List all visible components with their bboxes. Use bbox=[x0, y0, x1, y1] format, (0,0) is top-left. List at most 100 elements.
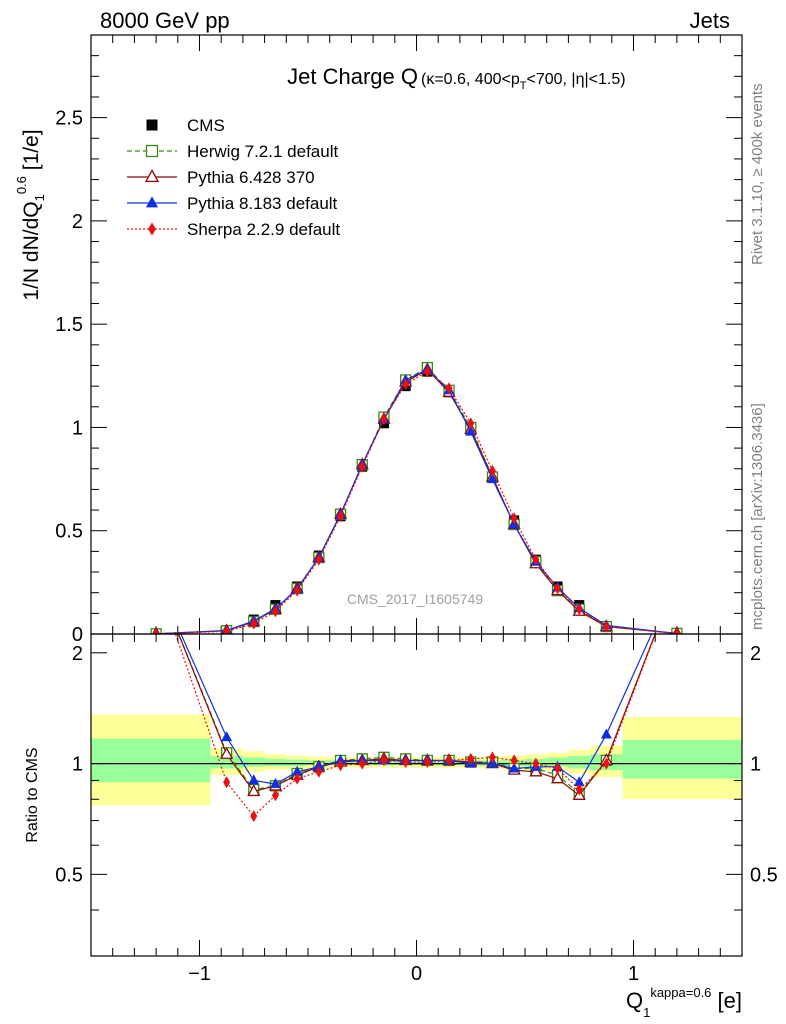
ylabel-main-text: 1/N dN/dQ bbox=[20, 201, 43, 300]
legend-label: Pythia 6.428 370 bbox=[187, 168, 315, 187]
data-point bbox=[673, 627, 681, 634]
legend-entry: Sherpa 2.2.9 default bbox=[127, 220, 340, 239]
ratio-point bbox=[269, 778, 281, 789]
analysis-watermark: CMS_2017_I1605749 bbox=[347, 591, 483, 607]
ratio-line bbox=[180, 634, 653, 785]
ratio-point bbox=[575, 783, 583, 796]
ratio-plot-panel: 0.5 0.51 12 2 −1 0 1 Ratio to CMS Q1kappa=0.6… bbox=[24, 633, 778, 1020]
y-tick-label: 0.5 bbox=[55, 521, 83, 543]
x-axis-label: Q1kappa=0.6 [e] bbox=[626, 985, 742, 1020]
ratio-point bbox=[293, 772, 301, 785]
x-tick-label: −1 bbox=[188, 963, 211, 985]
x-tick-label: 0 bbox=[411, 963, 422, 985]
ratio-line bbox=[174, 634, 657, 817]
energy-label: 8000 GeV pp bbox=[100, 8, 230, 33]
data-point bbox=[380, 413, 388, 426]
ratio-y-tick-label: 0.5 bbox=[55, 864, 83, 886]
data-point bbox=[315, 553, 323, 566]
data-point bbox=[554, 582, 562, 595]
legend-entry: CMS bbox=[146, 116, 225, 135]
ratio-point bbox=[402, 756, 410, 769]
ratio-point bbox=[510, 754, 518, 767]
ratio-point bbox=[221, 731, 233, 742]
ratio-y-tick-label-right: 1 bbox=[750, 754, 761, 776]
data-point bbox=[250, 617, 258, 630]
ratio-axis-ticks bbox=[90, 634, 743, 956]
data-point bbox=[337, 510, 345, 523]
mcplots-label: mcplots.cern.ch [arXiv:1306.3436] bbox=[749, 403, 766, 630]
title-cond-sub: T bbox=[520, 80, 527, 92]
main-plot-panel: 0 0.5 1 1.5 2 2.5 Jet Charge Q (κ=0.6, 400<pT… bbox=[14, 34, 743, 646]
plot-title: Jet Charge Q bbox=[287, 64, 418, 89]
title-cond-tail: <700, |η|<1.5) bbox=[526, 71, 625, 88]
x-tick-label: 1 bbox=[628, 963, 639, 985]
ratio-point bbox=[271, 789, 279, 802]
inner-band bbox=[242, 757, 265, 767]
data-point bbox=[602, 620, 610, 633]
ratio-point bbox=[250, 810, 258, 823]
data-point bbox=[510, 512, 518, 525]
ratio-point bbox=[291, 765, 303, 776]
data-point bbox=[271, 605, 279, 618]
ratio-point bbox=[467, 752, 475, 765]
ratio-point bbox=[602, 757, 610, 770]
ylabel-sup: 0.6 bbox=[14, 176, 29, 194]
legend-label: CMS bbox=[187, 116, 225, 135]
ratio-y-tick-label: 1 bbox=[72, 754, 83, 776]
ylabel-sub: 1 bbox=[32, 194, 47, 201]
series-4 bbox=[152, 365, 681, 634]
ratio-point bbox=[315, 765, 323, 778]
xlabel-sup: kappa=0.6 bbox=[650, 985, 711, 1000]
ratio-point bbox=[337, 759, 345, 772]
ratio-point bbox=[220, 746, 234, 759]
ratio-point bbox=[380, 754, 388, 767]
ratio-point bbox=[508, 762, 520, 773]
y-tick-label: 1 bbox=[72, 417, 83, 439]
ratio-point bbox=[445, 754, 453, 767]
legend-marker bbox=[144, 169, 160, 183]
data-point bbox=[465, 425, 477, 436]
legend-entry: Herwig 7.2.1 default bbox=[127, 142, 338, 161]
legend: CMS Herwig 7.2.1 default Pythia 6.428 370 P… bbox=[127, 116, 340, 239]
inner-band bbox=[264, 758, 287, 767]
ratio-point bbox=[554, 762, 562, 775]
legend-label: Sherpa 2.2.9 default bbox=[187, 220, 340, 239]
ratio-point bbox=[532, 757, 540, 770]
inner-band bbox=[622, 739, 742, 779]
data-point bbox=[402, 378, 410, 391]
xlabel-main: Q bbox=[626, 988, 643, 1013]
ratio-point bbox=[600, 728, 612, 739]
data-point bbox=[486, 473, 498, 484]
ratio-series-3 bbox=[174, 634, 657, 823]
legend-marker bbox=[145, 144, 159, 158]
y-tick-label: 0 bbox=[72, 624, 83, 646]
main-y-axis-label: 1/N dN/dQ10.6 [1/e] bbox=[14, 129, 47, 300]
data-point bbox=[423, 365, 431, 378]
ratio-y-axis-label: Ratio to CMS bbox=[24, 747, 41, 842]
title-cond-head: (κ=0.6, 400<p bbox=[421, 71, 520, 88]
data-point bbox=[445, 382, 453, 395]
legend-marker bbox=[145, 196, 159, 208]
legend-entry: Pythia 6.428 370 bbox=[127, 168, 315, 187]
plot-title-conditions: (κ=0.6, 400<pT<700, |η|<1.5) bbox=[421, 71, 626, 92]
ratio-y-tick-label-right: 0.5 bbox=[750, 864, 778, 886]
y-tick-label: 2 bbox=[72, 211, 83, 233]
data-point bbox=[152, 627, 160, 634]
rivet-version-label: Rivet 3.1.10, ≥ 400k events bbox=[749, 83, 766, 265]
data-point bbox=[467, 417, 475, 430]
ratio-point bbox=[223, 776, 231, 789]
y-tick-label: 2.5 bbox=[55, 108, 83, 130]
data-point bbox=[223, 625, 231, 634]
ratio-point bbox=[488, 751, 496, 764]
ratio-point bbox=[248, 774, 260, 785]
x-tick-labels: −1 0 1 bbox=[188, 963, 639, 985]
legend-label: Herwig 7.2.1 default bbox=[187, 142, 338, 161]
ratio-point bbox=[573, 776, 585, 787]
legend-label: Pythia 8.183 default bbox=[187, 194, 338, 213]
inner-band bbox=[91, 738, 211, 783]
ratio-y-tick-labels: 0.5 0.5 1 1 2 2 bbox=[55, 643, 778, 887]
data-point bbox=[488, 464, 496, 477]
ratio-point bbox=[247, 784, 261, 797]
ratio-point bbox=[550, 771, 565, 784]
ratio-y-tick-label: 2 bbox=[72, 643, 83, 665]
